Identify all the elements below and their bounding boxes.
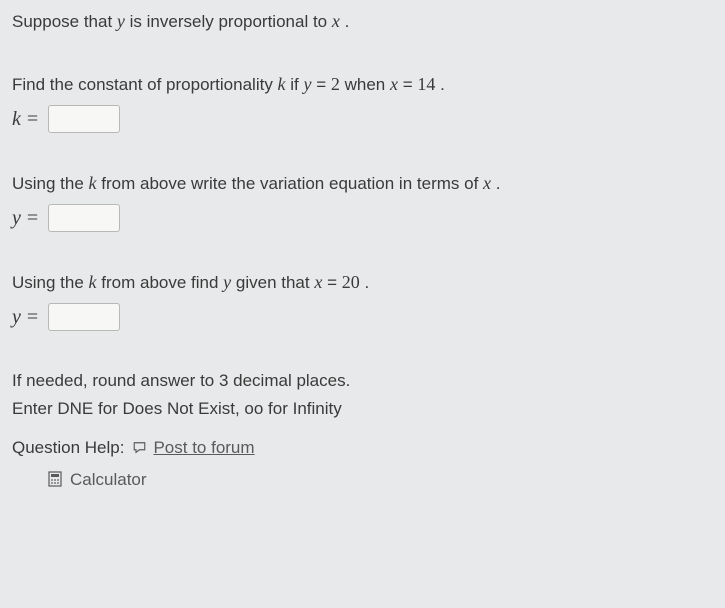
hint-rounding: If needed, round answer to 3 decimal pla…	[12, 368, 713, 394]
q1-var-label: k	[12, 104, 21, 134]
q2-input-row: y =	[12, 203, 713, 233]
intro-text: Suppose that y is inversely proportional…	[12, 8, 713, 35]
hint-dne: Enter DNE for Does Not Exist, oo for Inf…	[12, 396, 713, 422]
chat-icon	[132, 441, 147, 455]
question-3: Using the k from above find y given that…	[12, 269, 713, 332]
var-y: y	[117, 11, 125, 31]
post-to-forum-link[interactable]: Post to forum	[132, 435, 254, 461]
y-value-input[interactable]	[48, 303, 120, 331]
q1-prompt: Find the constant of proportionality k i…	[12, 71, 713, 98]
q2-var-label: y	[12, 203, 21, 233]
intro-part-2: is inversely proportional to	[125, 12, 332, 31]
q2-prompt: Using the k from above write the variati…	[12, 170, 713, 197]
intro-part-4: .	[340, 12, 349, 31]
question-1: Find the constant of proportionality k i…	[12, 71, 713, 134]
calculator-text: Calculator	[70, 467, 147, 493]
y-equation-input[interactable]	[48, 204, 120, 232]
hints-block: If needed, round answer to 3 decimal pla…	[12, 368, 713, 421]
q3-input-row: y =	[12, 302, 713, 332]
k-input[interactable]	[48, 105, 120, 133]
var-x: x	[332, 11, 340, 31]
q3-eq-sign: =	[27, 302, 38, 332]
help-label: Question Help:	[12, 435, 124, 461]
calculator-icon	[48, 471, 62, 487]
intro-part-0: Suppose that	[12, 12, 117, 31]
q3-var-label: y	[12, 302, 21, 332]
help-row: Question Help: Post to forum	[12, 435, 713, 461]
calculator-link[interactable]: Calculator	[12, 467, 713, 493]
question-2: Using the k from above write the variati…	[12, 170, 713, 233]
q3-prompt: Using the k from above find y given that…	[12, 269, 713, 296]
q1-eq-sign: =	[27, 104, 38, 134]
q2-eq-sign: =	[27, 203, 38, 233]
forum-link-text: Post to forum	[153, 435, 254, 461]
q1-input-row: k =	[12, 104, 713, 134]
